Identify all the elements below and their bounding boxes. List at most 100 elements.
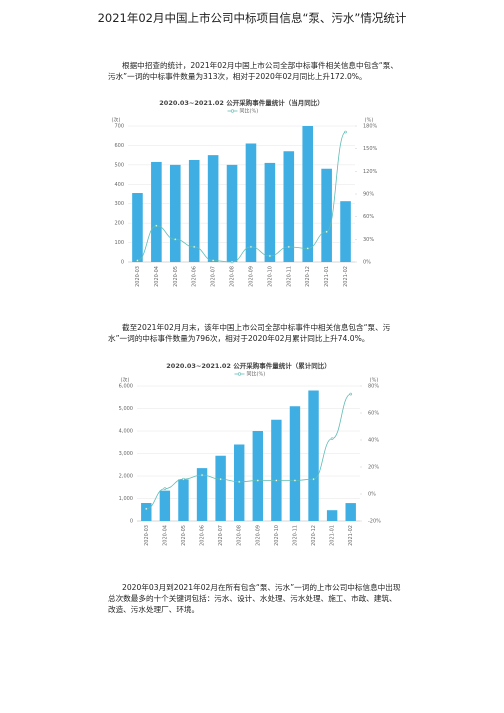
x-tick-label: 2021-01 <box>324 266 330 287</box>
bar <box>345 503 356 521</box>
y2-tick-label: 40% <box>368 438 379 444</box>
point <box>275 479 278 482</box>
y-tick-label: 600 <box>114 143 124 149</box>
point <box>256 479 260 482</box>
paragraph: 截至2021年02月月末，该年中国上市公司全部中标事件中相关信息包含“泵、污水”… <box>108 323 391 343</box>
y2-tick-label: 60% <box>368 411 379 417</box>
point <box>155 224 158 228</box>
y-tick-label: 6,000 <box>119 384 133 390</box>
x-tick-label: 2021-02 <box>343 266 349 287</box>
point <box>163 487 167 490</box>
point <box>182 477 185 481</box>
bar <box>141 503 152 521</box>
x-tick-label: 2020-07 <box>211 266 217 287</box>
bar <box>283 151 295 262</box>
y-tick-label: 300 <box>114 201 124 207</box>
bar <box>207 155 219 262</box>
y2-tick-label: -20% <box>368 519 381 525</box>
y2-tick-label: 150% <box>363 146 378 152</box>
x-tick-label: 2020-03 <box>144 525 150 546</box>
x-tick-label: 2020-11 <box>292 525 298 546</box>
bar <box>178 479 189 521</box>
point <box>144 507 148 511</box>
bar <box>302 126 314 262</box>
legend-marker <box>237 372 242 376</box>
x-tick-label: 2020-04 <box>162 525 168 546</box>
y2-tick-label: 20% <box>368 465 379 471</box>
point <box>344 130 347 134</box>
bar <box>321 168 332 262</box>
point <box>249 245 253 249</box>
chart-title: 2020.03~2021.02 公开采购事件量统计（累计同比） <box>166 361 330 370</box>
point <box>219 477 222 481</box>
point <box>237 480 241 484</box>
y-tick-label: 200 <box>114 221 124 227</box>
bar <box>196 468 208 521</box>
y-tick-label: 100 <box>114 240 124 246</box>
line <box>146 393 351 510</box>
y2-tick-label: 180% <box>363 124 378 130</box>
legend-label: 同比(%) <box>240 108 259 115</box>
y-axis-label: (次) <box>121 377 130 384</box>
y-tick-label: 4,000 <box>119 429 133 435</box>
bar <box>132 193 143 262</box>
bar <box>188 160 200 262</box>
x-tick-label: 2020-03 <box>135 266 141 287</box>
point <box>330 437 334 440</box>
bar <box>289 406 301 521</box>
y2-tick-label: 90% <box>363 192 374 198</box>
point <box>268 254 272 258</box>
point <box>173 238 177 241</box>
y-tick-label: 5,000 <box>119 406 133 412</box>
paragraph: 2020年03月到2021年02月在所有包含“泵、污水”一词的上市公司中标信息中… <box>108 583 401 614</box>
x-tick-label: 2021-01 <box>330 525 336 546</box>
point <box>325 230 328 234</box>
y2-tick-label: 30% <box>363 237 374 243</box>
y-tick-label: 700 <box>114 124 124 130</box>
legend-label: 同比(%) <box>247 371 266 378</box>
y-tick-label: 3,000 <box>119 451 133 457</box>
bar <box>245 143 257 262</box>
x-tick-label: 2020-10 <box>274 525 280 546</box>
y-tick-label: 0 <box>130 519 133 525</box>
y-tick-label: 0 <box>121 260 124 266</box>
point <box>312 477 315 481</box>
y2-tick-label: 80% <box>368 384 379 390</box>
y2-tick-label: 0% <box>363 260 371 266</box>
bar <box>326 510 338 521</box>
y-axis-label: (次) <box>112 117 121 124</box>
x-tick-label: 2020-11 <box>286 266 292 287</box>
x-tick-label: 2020-05 <box>181 525 187 546</box>
bar <box>226 164 238 262</box>
bar <box>308 390 319 521</box>
point <box>293 479 297 482</box>
y-tick-label: 500 <box>114 162 124 168</box>
y2-axis-label: (%) <box>365 118 374 124</box>
bar <box>252 431 263 521</box>
x-tick-label: 2020-10 <box>267 266 273 287</box>
x-tick-label: 2020-06 <box>192 266 198 287</box>
paragraph: 根据中招查的统计，2021年02月中国上市公司全部中标事件相关信息中包含“泵、污… <box>108 61 398 81</box>
point <box>306 247 310 250</box>
x-tick-label: 2020-08 <box>230 266 236 287</box>
x-tick-label: 2020-08 <box>237 525 243 546</box>
x-tick-label: 2021-02 <box>348 525 354 546</box>
y-tick-label: 2,000 <box>119 474 133 480</box>
point <box>287 245 291 249</box>
point <box>349 392 353 396</box>
chart-title: 2020.03~2021.02 公开采购事件量统计（当月同比） <box>159 98 323 107</box>
bar <box>215 455 226 521</box>
bar <box>159 490 171 521</box>
x-tick-label: 2020-09 <box>248 266 254 287</box>
point <box>230 260 234 264</box>
doc-title: 2021年02月中国上市公司中标项目信息“泵、污水”情况统计 <box>97 11 407 25</box>
y2-tick-label: 120% <box>363 169 378 175</box>
bar <box>169 164 181 262</box>
point <box>211 259 215 262</box>
y2-tick-label: 0% <box>368 492 376 498</box>
x-tick-label: 2020-05 <box>173 266 179 287</box>
y2-axis-label: (%) <box>370 378 379 384</box>
point <box>200 473 204 477</box>
